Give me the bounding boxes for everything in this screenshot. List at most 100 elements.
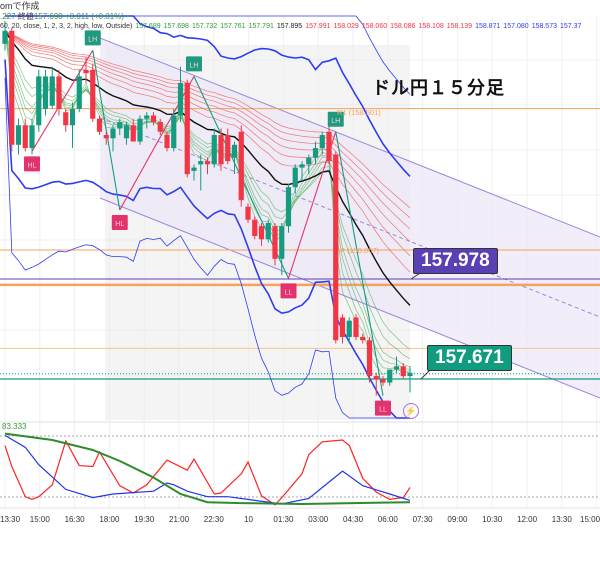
osc-level-label: 83.333 <box>2 422 27 431</box>
candle-body <box>184 82 190 175</box>
price-legend: .227 終値157.690 +0.011 (+0.01%) <box>0 12 124 22</box>
candle-body <box>110 128 116 139</box>
price-label-upper[interactable]: 157.978 <box>413 248 498 274</box>
legend-value: 158.573 <box>531 23 557 30</box>
pivot-label: LH <box>190 62 199 69</box>
indicator-legend[interactable]: 60, 20, close, 1, 2, 3, 2, high, low, Ou… <box>0 22 581 31</box>
candle-body <box>407 372 413 377</box>
candle-body <box>292 167 298 188</box>
candle-body <box>22 125 28 149</box>
candle-body <box>238 131 244 201</box>
ema-green-10 <box>4 30 411 350</box>
x-tick-label: 15:00 <box>580 515 600 524</box>
ema-red-36 <box>4 30 411 257</box>
x-tick-label: 09:00 <box>447 515 468 524</box>
x-tick-label: 22:30 <box>203 515 224 524</box>
candle-body <box>225 135 231 162</box>
legend-value: 157.991 <box>305 23 331 30</box>
legend-value: 158.060 <box>361 23 388 30</box>
candle-body <box>29 125 35 149</box>
pivot-marker-lh <box>84 30 101 46</box>
price-label-current[interactable]: 157.671 <box>427 345 512 371</box>
x-tick-label: 15:00 <box>29 515 50 524</box>
channel-upper-line <box>99 37 600 238</box>
zigzag-segment <box>31 50 94 152</box>
candle-body <box>319 135 325 149</box>
candle-body <box>15 125 22 145</box>
change-value: +0.011 (+0.01%) <box>64 12 124 21</box>
candle-body <box>285 187 292 227</box>
ema-red-48 <box>4 30 411 230</box>
candle-body <box>198 161 204 165</box>
pivot-label: LL <box>379 407 387 414</box>
pivot-label: LL <box>285 289 293 296</box>
legend-value: 157.761 <box>220 23 246 30</box>
candle-body <box>83 69 89 74</box>
lightning-icon[interactable]: ⚡ <box>403 403 419 419</box>
candle-body <box>117 121 123 129</box>
candle-body <box>353 317 359 337</box>
candle-body <box>63 112 69 126</box>
zigzag-segment <box>92 50 121 211</box>
legend-value: 157.37 <box>560 23 582 30</box>
candle-body <box>177 82 184 116</box>
x-tick-label: 19:30 <box>134 515 155 524</box>
legend-value: 157.732 <box>191 23 218 30</box>
candle-body <box>312 148 319 158</box>
chart-title: ドル円１５分足 <box>372 78 505 98</box>
close-label: 終値 <box>17 12 34 21</box>
legend-prefix: .227 <box>0 12 16 21</box>
pivot-marker-lh <box>327 111 344 127</box>
candle-body <box>130 125 136 142</box>
bb-thin-upper <box>5 15 411 95</box>
pivot-label: HL <box>28 162 37 169</box>
candle-body <box>380 379 386 383</box>
legend-value: 157.689 <box>135 23 161 30</box>
pivot-marker-hl <box>24 156 40 172</box>
ema-red-30 <box>4 30 411 273</box>
x-tick-label: 03:00 <box>308 515 329 524</box>
x-tick-label: 01:30 <box>273 515 294 524</box>
candle-body <box>144 115 150 119</box>
candle-body <box>42 76 49 109</box>
pivot-marker-ll <box>375 400 391 416</box>
indicator-params: 60, 20, close, 1, 2, 3, 2, high, low, Ou… <box>0 23 133 30</box>
legend-value: 157.080 <box>503 23 529 30</box>
channel-lower-line <box>99 197 600 399</box>
candle-body <box>123 125 130 139</box>
candle-body <box>137 118 143 142</box>
legend-value: 158.029 <box>333 23 359 30</box>
pivot-marker-lh <box>186 56 202 72</box>
osc-line-blue <box>4 434 411 505</box>
x-tick-label: 06:00 <box>377 515 398 524</box>
candle-body <box>9 30 15 145</box>
candle-body <box>103 135 109 139</box>
candle-body <box>191 167 197 171</box>
candle-body <box>164 135 170 149</box>
candle-body <box>157 121 163 132</box>
candle-body <box>245 206 251 220</box>
candle-body <box>366 340 373 377</box>
candle-body <box>373 376 379 380</box>
candle-body <box>339 317 346 337</box>
legend-value: 157.698 <box>163 23 189 30</box>
candle-body <box>90 69 96 119</box>
candle-body <box>56 76 62 109</box>
candle-body <box>150 115 157 122</box>
zigzag-segment <box>335 131 384 396</box>
candle-body <box>387 369 393 383</box>
osc-line-green <box>4 432 411 506</box>
candle-body <box>333 154 339 341</box>
legend-value: 158.139 <box>446 23 473 30</box>
bb-thin-lower <box>4 77 410 419</box>
candle-body <box>258 226 265 240</box>
candle-body <box>36 76 42 126</box>
legend-value: 158.871 <box>475 23 501 30</box>
osc-line-red <box>4 439 411 506</box>
candle-body <box>76 76 82 109</box>
legend-value: 158.086 <box>390 23 416 30</box>
legend-value: 157.791 <box>248 23 274 30</box>
candle-body <box>346 320 352 337</box>
candle-body <box>326 131 332 162</box>
